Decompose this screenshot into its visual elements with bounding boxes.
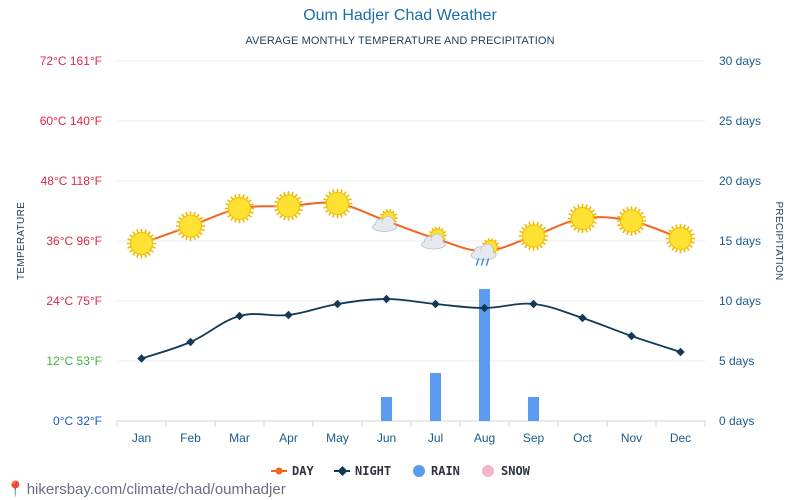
cloud-fill — [373, 223, 396, 231]
x-tick-label: Jul — [428, 431, 443, 445]
sun-cloud-icon — [372, 209, 398, 232]
rain-bar — [528, 397, 539, 421]
sun-icon — [665, 223, 696, 254]
legend-label: RAIN — [431, 464, 460, 478]
night-point — [431, 299, 440, 309]
source-link[interactable]: hikersbay.com/climate/chad/oumhadjer — [26, 481, 286, 498]
sun-disc — [227, 196, 252, 221]
sun-disc — [325, 191, 350, 216]
x-tick-label: Mar — [229, 431, 250, 445]
legend-marker — [482, 465, 494, 477]
x-tick-label: Oct — [573, 431, 592, 445]
legend-marker — [337, 466, 348, 476]
night-point — [529, 299, 538, 309]
y-left-tick-label: 72°C 161°F — [40, 54, 102, 68]
sun-disc — [178, 214, 203, 238]
legend-marker — [275, 467, 283, 475]
legend-label: NIGHT — [355, 464, 391, 478]
night-point — [186, 337, 195, 347]
night-point — [627, 331, 636, 341]
source-footer[interactable]: 📍 hikersbay.com/climate/chad/oumhadjer — [6, 480, 286, 498]
chart-title: Oum Hadjer Chad Weather — [303, 7, 497, 24]
night-point — [284, 310, 293, 320]
legend-marker — [413, 465, 425, 477]
sun-disc — [129, 231, 154, 256]
y-right-tick-label: 10 days — [719, 294, 761, 308]
sun-icon — [273, 191, 304, 221]
cloud-fill — [471, 251, 496, 259]
x-tick-label: Aug — [474, 431, 495, 445]
x-tick-label: Jun — [377, 431, 396, 445]
night-point — [676, 347, 685, 357]
y-right-tick-label: 25 days — [719, 114, 761, 128]
gridlines — [116, 60, 706, 427]
y-right-tick-label: 30 days — [719, 54, 761, 68]
y-left-tick-label: 0°C 32°F — [53, 414, 102, 428]
rain-drop — [485, 258, 490, 266]
y-left-tick-label: 48°C 118°F — [41, 174, 102, 188]
day-temperature-line — [141, 201, 681, 253]
x-tick-label: Feb — [180, 431, 201, 445]
cloud-fill — [422, 240, 445, 249]
sun-disc — [668, 226, 693, 251]
x-tick-label: Jan — [132, 431, 151, 445]
sun-cloud-icon — [421, 226, 447, 250]
night-point — [480, 303, 489, 313]
sun-disc — [521, 224, 546, 248]
sun-icon — [616, 206, 647, 236]
location-pin-icon: 📍 — [6, 481, 25, 498]
sun-icon — [567, 203, 598, 234]
night-point — [137, 354, 146, 363]
sun-icon — [224, 193, 255, 224]
sun-icon — [322, 188, 353, 219]
legend-label: SNOW — [501, 464, 531, 478]
legend: DAY NIGHT RAIN SNOW — [271, 464, 531, 478]
legend-item-day: DAY — [271, 464, 314, 478]
y-left-tick-label: 24°C 75°F — [46, 294, 102, 308]
x-tick-label: Apr — [279, 431, 298, 445]
y-left-tick-label: 60°C 140°F — [40, 114, 102, 128]
x-tick-label: May — [326, 431, 349, 445]
night-point — [578, 313, 587, 323]
night-point — [235, 311, 244, 321]
legend-item-snow: SNOW — [482, 464, 531, 478]
legend-item-rain: RAIN — [413, 464, 460, 478]
y-right-tick-label: 15 days — [719, 234, 761, 248]
sun-icon — [518, 221, 549, 251]
x-tick-label: Dec — [670, 431, 691, 445]
y-axis-title-right: PRECIPITATION — [773, 201, 784, 280]
x-tick-label: Nov — [621, 431, 642, 445]
legend-label: DAY — [292, 464, 314, 478]
night-point — [382, 294, 391, 304]
rain-bar — [381, 397, 392, 421]
night-temperature-line — [141, 298, 681, 360]
y-left-tick-label: 36°C 96°F — [46, 234, 102, 248]
sun-disc — [619, 209, 644, 233]
y-axis-title-left: TEMPERATURE — [16, 202, 27, 280]
sun-disc — [276, 194, 301, 218]
rain-drop — [475, 258, 480, 266]
y-left-tick-label: 12°C 53°F — [46, 354, 102, 368]
x-tick-label: Sep — [523, 431, 545, 445]
sun-icon — [126, 228, 157, 259]
sun-disc — [570, 206, 595, 231]
night-point — [333, 299, 342, 309]
rain-bar — [479, 289, 490, 421]
y-right-tick-label: 20 days — [719, 174, 761, 188]
y-right-tick-label: 0 days — [719, 414, 754, 428]
rain-drop — [480, 258, 485, 266]
sun-icon — [175, 211, 206, 241]
chart-subtitle: AVERAGE MONTHLY TEMPERATURE AND PRECIPIT… — [245, 35, 555, 47]
y-right-tick-label: 5 days — [719, 354, 754, 368]
rain-bar — [430, 373, 441, 421]
legend-item-night: NIGHT — [334, 464, 391, 478]
sun-cloud-rain-icon — [470, 238, 500, 266]
